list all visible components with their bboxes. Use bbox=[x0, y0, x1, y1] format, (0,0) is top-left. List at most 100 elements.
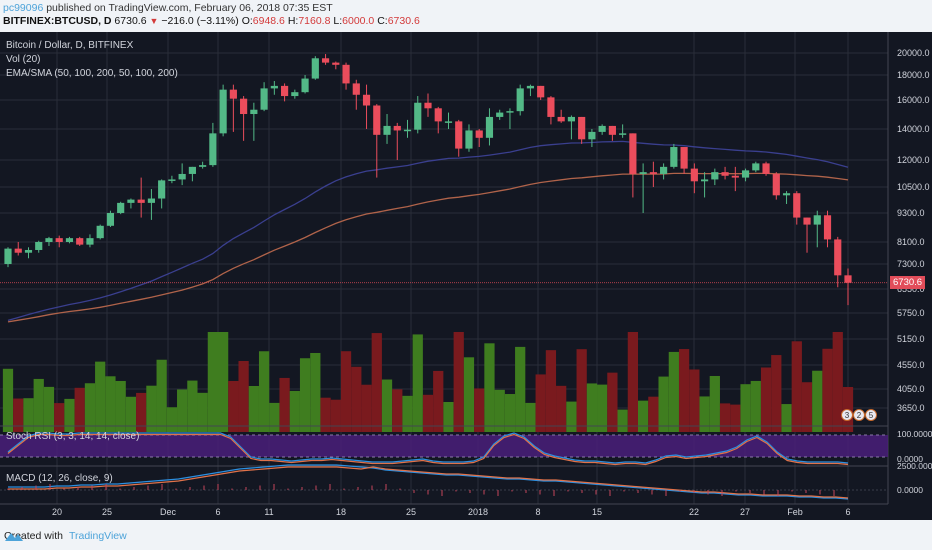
candle-body bbox=[137, 199, 145, 203]
candle-body bbox=[567, 116, 575, 122]
volume-bar bbox=[177, 389, 188, 432]
volume-bar bbox=[238, 361, 249, 432]
candle-body bbox=[45, 238, 53, 242]
candle-body bbox=[475, 130, 483, 138]
tradingview-link[interactable]: TradingView bbox=[68, 530, 127, 542]
candle-body bbox=[588, 131, 596, 140]
volume-bar bbox=[433, 370, 444, 432]
price-axis-label: 14000.0 bbox=[897, 124, 930, 134]
candle-body bbox=[639, 172, 647, 174]
volume-bar bbox=[381, 379, 393, 432]
legend-stoch-rsi: Stoch RSI (3, 3, 14, 14, close) bbox=[6, 431, 140, 442]
candle-body bbox=[281, 85, 289, 97]
event-badge-count: 5 bbox=[869, 411, 874, 420]
candle-body bbox=[782, 193, 791, 196]
chart-canvas[interactable]: 20000.0 18000.0 16000.0 14000.0 12000.0 10500… bbox=[0, 32, 932, 520]
volume-bar bbox=[43, 386, 55, 432]
volume-bar bbox=[412, 334, 423, 432]
volume-bar bbox=[218, 332, 229, 432]
candle-body bbox=[209, 133, 217, 166]
volume-bar bbox=[771, 355, 782, 432]
candle-body bbox=[178, 173, 186, 180]
price-axis-label: 12000.0 bbox=[897, 155, 930, 165]
candle-body bbox=[547, 97, 555, 117]
volume-bar bbox=[678, 349, 690, 432]
candle-body bbox=[701, 179, 709, 182]
volume-bar bbox=[125, 396, 137, 432]
candle-body bbox=[188, 166, 196, 174]
close-value: 6730.6 bbox=[387, 15, 420, 27]
candle-body bbox=[403, 129, 412, 132]
candle-body bbox=[117, 202, 125, 213]
volume-bar bbox=[443, 402, 454, 432]
price-axis-label: 16000.0 bbox=[897, 95, 930, 105]
time-axis-label: 15 bbox=[592, 507, 602, 517]
candle-body bbox=[393, 125, 401, 131]
volume-bar bbox=[74, 387, 85, 432]
time-axis-label: 8 bbox=[535, 507, 540, 517]
candle-body bbox=[649, 172, 657, 174]
candle-body bbox=[598, 125, 606, 132]
candle-body bbox=[526, 85, 535, 89]
volume-bar bbox=[453, 332, 464, 432]
candle-body bbox=[516, 88, 524, 112]
price-axis-label: 5750.0 bbox=[897, 308, 925, 318]
volume-bar bbox=[504, 394, 516, 432]
volume-bar bbox=[228, 381, 239, 432]
volume-bar bbox=[791, 341, 802, 432]
candle-body bbox=[291, 92, 299, 97]
macd-axis-label: 2500.0000 bbox=[897, 461, 932, 471]
price-axis-label: 4550.0 bbox=[897, 360, 925, 370]
volume-bar bbox=[166, 407, 178, 432]
candle-body bbox=[465, 130, 473, 149]
candle-body bbox=[844, 275, 852, 283]
stoch-d-line bbox=[7, 433, 849, 466]
candle-body bbox=[35, 242, 43, 250]
publisher-username[interactable]: pc99096 bbox=[3, 2, 44, 14]
chart-area[interactable]: 20000.0 18000.0 16000.0 14000.0 12000.0 10500… bbox=[0, 32, 932, 520]
time-axis-label: 6 bbox=[845, 507, 850, 517]
volume-bar bbox=[299, 358, 311, 432]
price-axis-label: 18000.0 bbox=[897, 70, 930, 80]
volume-bar bbox=[54, 403, 65, 432]
candle-body bbox=[55, 238, 63, 242]
stoch-axis-label: 0.0000 bbox=[897, 454, 923, 464]
volume-bar bbox=[463, 357, 475, 432]
volume-bar bbox=[402, 395, 413, 432]
time-axis-label: Dec bbox=[160, 507, 177, 517]
candle-body bbox=[424, 102, 432, 109]
legend-macd: MACD (12, 26, close, 9) bbox=[6, 473, 113, 484]
time-axis-label: 20 bbox=[52, 507, 62, 517]
volume-bar bbox=[812, 370, 823, 432]
candle-body bbox=[158, 180, 166, 199]
time-axis-label: 25 bbox=[406, 507, 416, 517]
candle-body bbox=[721, 172, 729, 176]
tradingview-logo-icon bbox=[5, 533, 23, 541]
volume-bar bbox=[566, 401, 577, 432]
volume-bar bbox=[207, 332, 218, 432]
stoch-axis-label: 100.0000 bbox=[897, 429, 932, 439]
volume-bar bbox=[545, 350, 557, 432]
candle-body bbox=[485, 116, 494, 138]
volume-bar bbox=[361, 384, 372, 432]
event-badge-icon bbox=[865, 409, 877, 421]
candle-body bbox=[332, 62, 340, 65]
price-axis-label: 20000.0 bbox=[897, 48, 930, 58]
candle-body bbox=[342, 64, 350, 84]
volume-bar bbox=[13, 398, 24, 432]
event-badge-count: 3 bbox=[845, 411, 850, 420]
volume-bar bbox=[525, 402, 536, 432]
candle-body bbox=[24, 249, 33, 253]
volume-bar bbox=[187, 380, 198, 432]
down-arrow-icon: ▼ bbox=[149, 16, 159, 26]
volume-bar bbox=[320, 397, 331, 432]
volume-bar bbox=[801, 382, 813, 432]
volume-bar bbox=[340, 351, 352, 432]
high-value: 7160.8 bbox=[298, 15, 331, 27]
candle-body bbox=[557, 116, 565, 122]
volume-bar bbox=[668, 351, 679, 432]
candle-body bbox=[352, 83, 360, 95]
volume-bar bbox=[197, 392, 208, 432]
candle-body bbox=[772, 173, 780, 196]
symbol-label: BITFINEX:BTCUSD, D bbox=[3, 15, 112, 27]
